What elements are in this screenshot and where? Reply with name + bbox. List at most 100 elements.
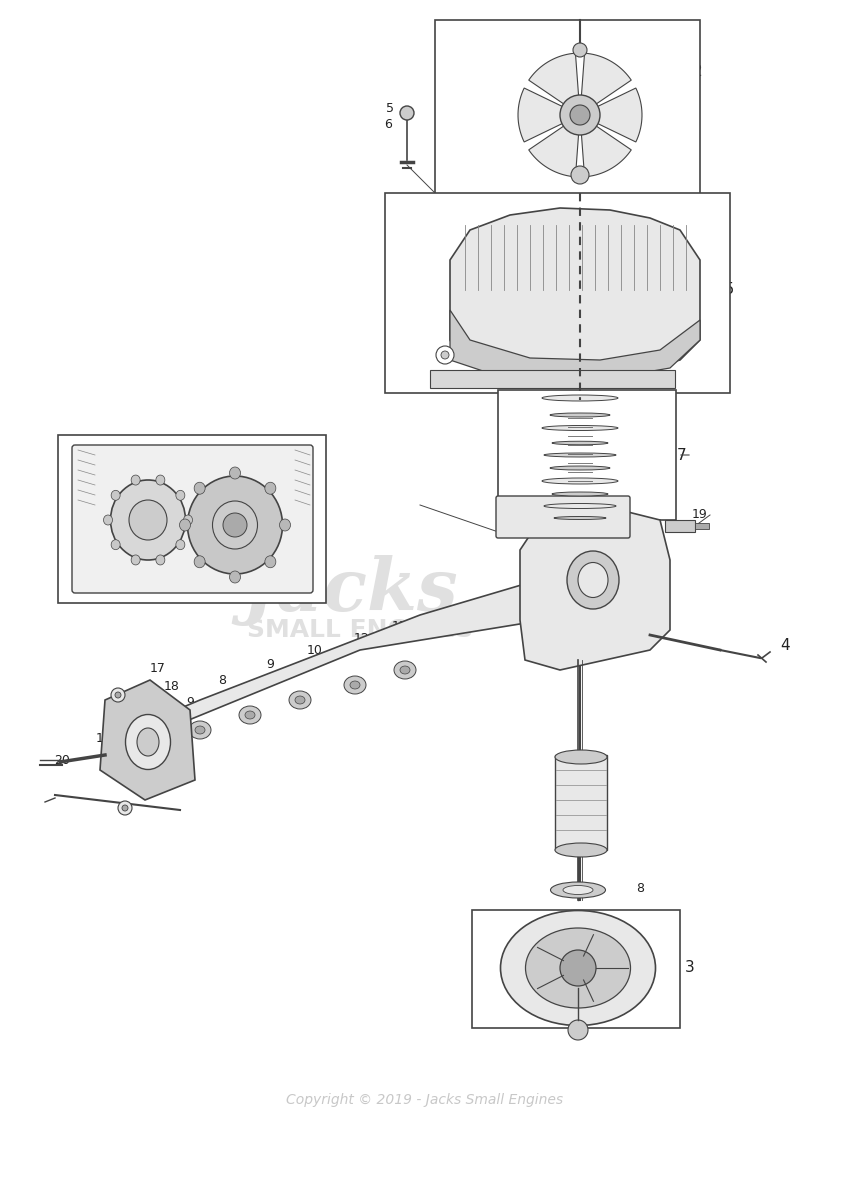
Ellipse shape — [126, 714, 171, 769]
Text: 5: 5 — [386, 102, 394, 114]
Circle shape — [223, 514, 247, 538]
Text: 9: 9 — [161, 433, 169, 446]
Ellipse shape — [551, 882, 605, 898]
Text: 12: 12 — [354, 631, 370, 644]
Text: 4: 4 — [780, 637, 790, 653]
Text: 8: 8 — [636, 368, 644, 382]
Ellipse shape — [555, 842, 607, 857]
Polygon shape — [100, 680, 195, 800]
Ellipse shape — [544, 452, 616, 457]
Text: 8: 8 — [218, 673, 226, 686]
Text: 8: 8 — [636, 882, 644, 894]
Polygon shape — [450, 208, 700, 370]
Circle shape — [111, 688, 125, 702]
Ellipse shape — [400, 666, 410, 674]
Bar — [472, 910, 680, 1028]
Ellipse shape — [265, 482, 276, 494]
Ellipse shape — [567, 551, 619, 608]
Ellipse shape — [542, 395, 618, 401]
Ellipse shape — [131, 554, 140, 565]
FancyBboxPatch shape — [72, 445, 313, 593]
Ellipse shape — [542, 478, 618, 484]
Text: 7: 7 — [677, 448, 687, 462]
Ellipse shape — [104, 515, 112, 526]
Circle shape — [560, 950, 596, 986]
Text: 13: 13 — [120, 708, 136, 721]
Text: 3: 3 — [685, 960, 694, 976]
Polygon shape — [529, 53, 579, 104]
Ellipse shape — [176, 491, 184, 500]
Circle shape — [573, 43, 587, 56]
Circle shape — [118, 802, 132, 815]
Ellipse shape — [555, 750, 607, 764]
Text: 20: 20 — [54, 754, 70, 767]
Bar — [385, 193, 730, 392]
Ellipse shape — [131, 475, 140, 485]
Ellipse shape — [179, 518, 190, 530]
Ellipse shape — [129, 500, 167, 540]
Circle shape — [400, 106, 414, 120]
Circle shape — [560, 95, 600, 134]
Ellipse shape — [239, 706, 261, 724]
Text: 16: 16 — [140, 784, 156, 797]
Ellipse shape — [156, 475, 165, 485]
Bar — [430, 370, 675, 388]
Ellipse shape — [176, 540, 184, 550]
FancyBboxPatch shape — [496, 496, 630, 538]
Ellipse shape — [552, 442, 608, 445]
Ellipse shape — [212, 502, 258, 550]
Ellipse shape — [344, 676, 366, 694]
Polygon shape — [518, 88, 564, 142]
Ellipse shape — [110, 480, 185, 560]
Ellipse shape — [550, 466, 610, 470]
Ellipse shape — [350, 680, 360, 689]
Text: 8: 8 — [659, 618, 667, 631]
Ellipse shape — [245, 710, 255, 719]
Text: 8: 8 — [402, 338, 410, 352]
Ellipse shape — [188, 476, 282, 574]
Polygon shape — [529, 125, 579, 176]
Text: 12: 12 — [392, 620, 408, 634]
Ellipse shape — [280, 518, 291, 530]
Ellipse shape — [295, 696, 305, 704]
Polygon shape — [596, 88, 642, 142]
Circle shape — [122, 805, 128, 811]
Text: 19: 19 — [692, 509, 708, 522]
Ellipse shape — [501, 911, 655, 1026]
Ellipse shape — [230, 571, 241, 583]
Ellipse shape — [111, 491, 120, 500]
Circle shape — [436, 346, 454, 364]
Circle shape — [441, 350, 449, 359]
Text: 8: 8 — [559, 218, 567, 232]
Circle shape — [115, 692, 121, 698]
Text: SMALL ENGINES: SMALL ENGINES — [246, 618, 473, 642]
Polygon shape — [520, 510, 670, 670]
Ellipse shape — [111, 540, 120, 550]
Ellipse shape — [578, 563, 608, 598]
Text: 17: 17 — [150, 661, 166, 674]
Bar — [435, 20, 700, 194]
Text: 11: 11 — [92, 433, 108, 446]
Ellipse shape — [544, 504, 616, 509]
Ellipse shape — [194, 556, 205, 568]
Ellipse shape — [525, 928, 631, 1008]
Text: Jacks: Jacks — [242, 554, 458, 625]
Ellipse shape — [189, 721, 211, 739]
Polygon shape — [105, 575, 580, 760]
Ellipse shape — [394, 661, 416, 679]
Ellipse shape — [563, 886, 593, 894]
Text: 2: 2 — [694, 65, 703, 79]
Ellipse shape — [550, 413, 610, 416]
Polygon shape — [581, 53, 632, 104]
Text: 9: 9 — [301, 463, 309, 476]
Text: 10: 10 — [307, 643, 323, 656]
Bar — [58, 434, 326, 602]
Circle shape — [570, 104, 590, 125]
Bar — [498, 390, 676, 520]
Ellipse shape — [265, 556, 276, 568]
Polygon shape — [581, 125, 632, 176]
Ellipse shape — [552, 492, 608, 496]
Text: 9: 9 — [241, 433, 249, 446]
Text: 21: 21 — [424, 613, 439, 626]
Text: 9: 9 — [266, 659, 274, 672]
